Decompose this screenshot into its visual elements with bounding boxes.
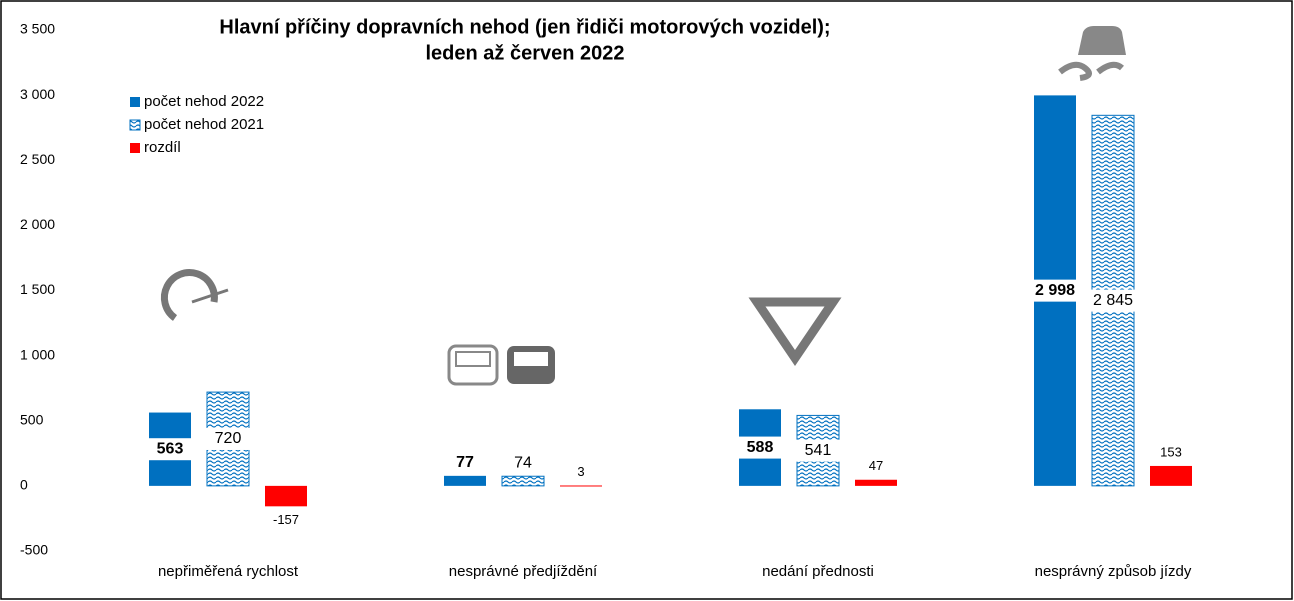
y-tick-label: 500 (20, 411, 44, 427)
bar (501, 475, 545, 487)
value-label: 2 845 (1093, 292, 1133, 309)
chart-title: leden až červen 2022 (425, 42, 624, 64)
value-label: 541 (805, 442, 832, 459)
legend-swatch (130, 143, 140, 153)
value-label: 3 (577, 464, 584, 479)
value-label: 588 (747, 439, 774, 456)
y-tick-label: 1 000 (20, 346, 55, 362)
value-label: 74 (514, 454, 532, 471)
value-label-bg (735, 436, 785, 459)
value-label-bg (203, 427, 253, 450)
y-tick-label: 3 500 (20, 21, 55, 37)
y-tick-label: 3 000 (20, 86, 55, 102)
chart-title: Hlavní příčiny dopravních nehod (jen řid… (219, 16, 830, 38)
legend-swatch (129, 119, 141, 131)
icon-speedometer (160, 269, 229, 321)
x-tick-label: nedání přednosti (762, 563, 874, 580)
value-label: 47 (869, 458, 883, 473)
bar (1150, 465, 1192, 486)
value-label: 2 998 (1035, 282, 1075, 299)
value-label-bg (1088, 289, 1138, 312)
value-label: 563 (157, 440, 184, 457)
value-label: 153 (1160, 444, 1182, 459)
icon-buses (447, 344, 555, 386)
icon-yield (748, 297, 842, 367)
icon-skid (1058, 26, 1126, 81)
value-label-bg (145, 438, 195, 461)
bar (444, 475, 486, 486)
legend-label: rozdíl (144, 139, 181, 156)
value-label: -157 (273, 512, 299, 527)
y-tick-label: 1 500 (20, 281, 55, 297)
x-tick-label: nesprávné předjíždění (449, 563, 598, 580)
legend-label: počet nehod 2021 (144, 116, 264, 133)
legend-label: počet nehod 2022 (144, 93, 264, 110)
legend-swatch (130, 97, 140, 107)
y-tick-label: -500 (20, 542, 48, 558)
bar (855, 479, 897, 486)
value-label-bg (1030, 279, 1080, 302)
bar (560, 485, 602, 487)
y-tick-label: 2 500 (20, 151, 55, 167)
value-label: 77 (456, 454, 474, 471)
bar (265, 485, 307, 507)
value-label-bg (793, 439, 843, 462)
x-tick-label: nesprávný způsob jízdy (1035, 563, 1192, 580)
value-label: 720 (215, 430, 242, 447)
y-tick-label: 2 000 (20, 216, 55, 232)
x-tick-label: nepřiměřená rychlost (158, 563, 299, 580)
y-tick-label: 0 (20, 477, 28, 493)
